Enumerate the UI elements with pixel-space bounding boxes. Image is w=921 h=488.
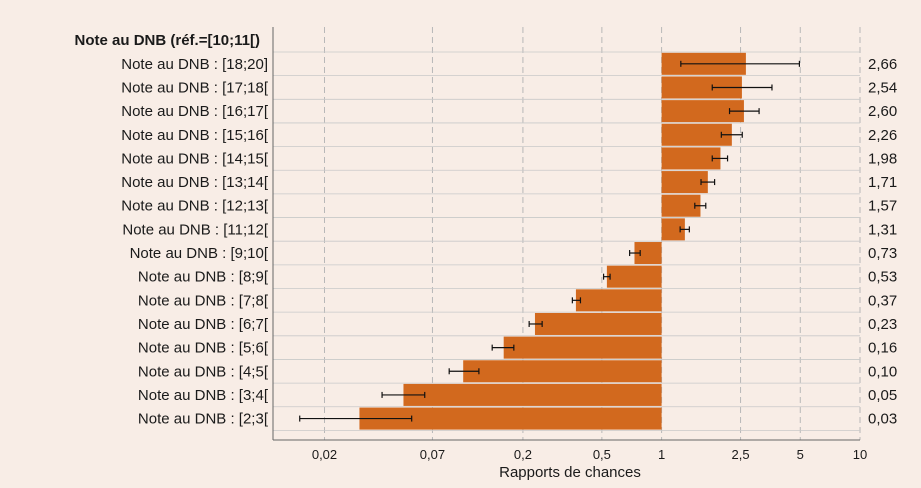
category-label-6: Note au DNB : [12;13[	[121, 198, 269, 215]
value-label-0: 2,66	[868, 56, 897, 73]
bar-3	[661, 123, 732, 146]
bar-6	[661, 194, 701, 217]
value-label-2: 2,60	[868, 103, 897, 120]
x-tick-label-1: 0,07	[420, 447, 445, 462]
value-label-15: 0,03	[868, 411, 897, 428]
value-label-10: 0,37	[868, 292, 897, 309]
bars	[359, 52, 746, 430]
value-label-6: 1,57	[868, 198, 897, 215]
x-axis-title: Rapports de chances	[499, 464, 641, 481]
category-labels: Note au DNB : [18;20] Note au DNB : [17;1…	[121, 56, 269, 428]
x-tick-labels: 0,02 0,07 0,2 0,5 1 2,5 5 10	[312, 447, 867, 462]
category-label-0: Note au DNB : [18;20]	[121, 56, 268, 73]
x-tick-label-5: 2,5	[732, 447, 750, 462]
value-label-11: 0,23	[868, 316, 897, 333]
value-label-14: 0,05	[868, 387, 897, 404]
category-label-10: Note au DNB : [7;8[	[138, 292, 269, 309]
bar-10	[575, 289, 662, 312]
category-label-11: Note au DNB : [6;7[	[138, 316, 269, 333]
reference-header: Note au DNB (réf.=[10;11[)	[75, 32, 260, 49]
value-label-1: 2,54	[868, 79, 897, 96]
bar-15	[359, 407, 662, 430]
error-bars	[299, 60, 801, 422]
category-label-2: Note au DNB : [16;17[	[121, 103, 269, 120]
bar-1	[661, 76, 742, 99]
bar-12	[503, 336, 662, 359]
bar-8	[634, 242, 662, 265]
category-label-9: Note au DNB : [8;9[	[138, 269, 269, 286]
x-tick-label-0: 0,02	[312, 447, 337, 462]
category-label-1: Note au DNB : [17;18[	[121, 79, 269, 96]
x-tick-label-4: 1	[658, 447, 665, 462]
value-labels: 2,66 2,54 2,60 2,26 1,98 1,71 1,57 1,31 0,73 0,53…	[868, 56, 897, 428]
axes	[272, 27, 860, 441]
value-label-8: 0,73	[868, 245, 897, 262]
value-label-13: 0,10	[868, 363, 897, 380]
category-label-15: Note au DNB : [2;3[	[138, 411, 269, 428]
bar-13	[463, 360, 662, 383]
category-label-7: Note au DNB : [11;12[	[122, 221, 268, 238]
value-label-12: 0,16	[868, 340, 897, 357]
value-label-3: 2,26	[868, 127, 897, 144]
category-label-3: Note au DNB : [15;16[	[121, 127, 269, 144]
category-label-5: Note au DNB : [13;14[	[121, 174, 269, 191]
category-label-12: Note au DNB : [5;6[	[138, 340, 269, 357]
bar-11	[534, 312, 662, 335]
bar-5	[661, 171, 708, 194]
bar-2	[661, 100, 744, 123]
category-label-8: Note au DNB : [9;10[	[130, 245, 269, 262]
value-label-9: 0,53	[868, 269, 897, 286]
value-label-7: 1,31	[868, 221, 897, 238]
x-tick-label-3: 0,5	[593, 447, 611, 462]
category-label-13: Note au DNB : [4;5[	[138, 363, 269, 380]
category-label-4: Note au DNB : [14;15[	[121, 150, 269, 167]
bar-9	[606, 265, 662, 288]
value-label-5: 1,71	[868, 174, 897, 191]
x-tick-label-2: 0,2	[514, 447, 532, 462]
bar-7	[661, 218, 685, 241]
bar-14	[403, 383, 662, 406]
category-label-14: Note au DNB : [3;4[	[138, 387, 269, 404]
value-label-4: 1,98	[868, 150, 897, 167]
bar-4	[661, 147, 721, 170]
x-tick-label-7: 10	[853, 447, 867, 462]
x-tick-label-6: 5	[797, 447, 804, 462]
